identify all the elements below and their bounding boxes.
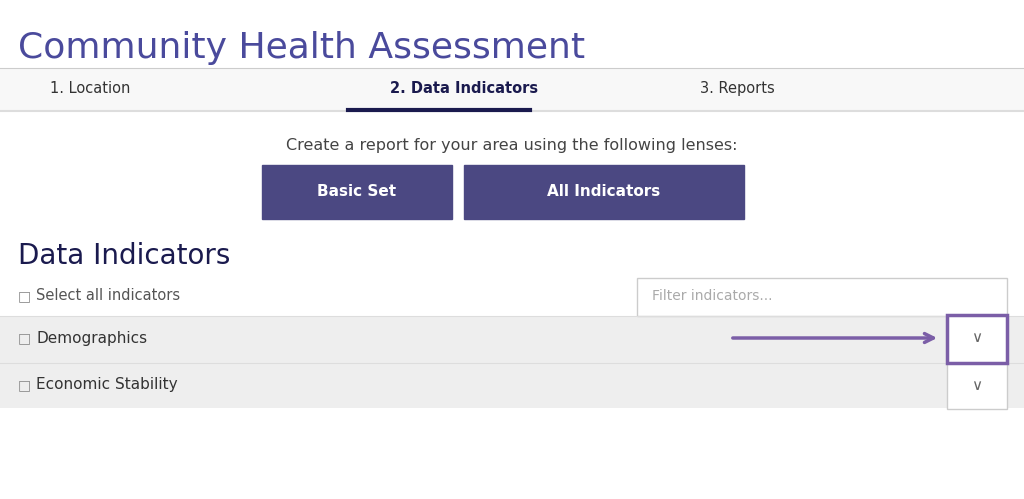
Text: Economic Stability: Economic Stability — [36, 378, 177, 393]
FancyArrowPatch shape — [733, 333, 933, 342]
Bar — [0, 362, 1024, 408]
Text: Demographics: Demographics — [36, 330, 147, 345]
Text: Data Indicators: Data Indicators — [18, 242, 230, 270]
Text: ∨: ∨ — [972, 378, 983, 393]
FancyBboxPatch shape — [947, 361, 1007, 409]
Text: 3. Reports: 3. Reports — [700, 80, 775, 95]
Bar — [0, 68, 1024, 110]
Text: □: □ — [18, 378, 31, 392]
FancyBboxPatch shape — [464, 165, 744, 219]
Text: ∨: ∨ — [972, 330, 983, 345]
Text: 2. Data Indicators: 2. Data Indicators — [390, 80, 539, 95]
Text: □: □ — [18, 289, 31, 303]
Text: 1. Location: 1. Location — [50, 80, 130, 95]
Text: Basic Set: Basic Set — [317, 184, 396, 199]
FancyBboxPatch shape — [947, 315, 1007, 363]
Text: All Indicators: All Indicators — [548, 184, 660, 199]
Text: □: □ — [18, 331, 31, 345]
Text: Filter indicators...: Filter indicators... — [652, 289, 772, 303]
Text: Community Health Assessment: Community Health Assessment — [18, 31, 585, 65]
FancyBboxPatch shape — [262, 165, 452, 219]
Text: Create a report for your area using the following lenses:: Create a report for your area using the … — [287, 138, 737, 153]
Bar — [0, 316, 1024, 362]
Text: Select all indicators: Select all indicators — [36, 288, 180, 303]
FancyBboxPatch shape — [637, 278, 1007, 316]
